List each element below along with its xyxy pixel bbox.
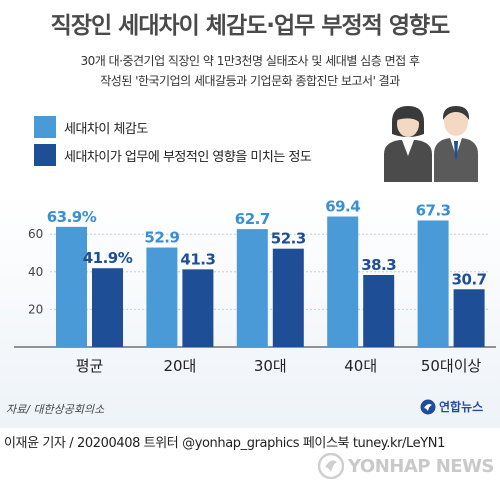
legend-item-series-1: 세대차이 체감도 — [34, 116, 148, 138]
watermark: YONHAP NEWS — [318, 453, 494, 479]
bar-series-2-2 — [272, 248, 304, 347]
yonhap-watermark-icon — [318, 453, 344, 479]
bar-series-2-0 — [92, 268, 123, 347]
data-label-series-2-0: 41.9% — [83, 249, 133, 267]
chart-title: 직장인 세대차이 체감도·업무 부정적 영향도 — [50, 13, 451, 39]
credit-line: 이재윤 기자 / 20200408 트위터 @yonhap_graphics 페… — [4, 436, 445, 451]
category-label-0: 평균 — [76, 357, 104, 375]
data-label-series-1-4: 67.3 — [416, 201, 451, 219]
bar-series-2-1 — [182, 269, 214, 347]
bar-series-1-2 — [236, 229, 268, 347]
category-label-1: 20대 — [163, 357, 196, 375]
source-note: 자료/ 대한상공회의소 — [6, 403, 105, 416]
bar-series-1-4 — [417, 220, 449, 347]
legend-label-series-2: 세대차이가 업무에 부정적인 영향을 미치는 정도 — [64, 149, 312, 165]
bar-series-2-3 — [363, 274, 395, 347]
y-tick-label: 20 — [28, 302, 43, 316]
legend-item-series-2: 세대차이가 업무에 부정적인 영향을 미치는 정도 — [34, 144, 312, 166]
y-tick-label: 60 — [28, 227, 43, 241]
bar-series-1-3 — [327, 216, 359, 347]
bar-series-1-0 — [56, 226, 87, 347]
data-label-series-2-3: 38.3 — [361, 256, 396, 274]
data-label-series-1-1: 52.9 — [144, 229, 179, 247]
chart-bars — [56, 216, 485, 347]
yonhap-logo: 연합뉴스 — [420, 398, 483, 415]
office-workers-icon — [384, 106, 478, 182]
legend-label-series-1: 세대차이 체감도 — [64, 121, 148, 137]
data-label-series-2-4: 30.7 — [452, 270, 487, 288]
data-label-series-1-2: 62.7 — [235, 210, 270, 228]
data-label-series-2-2: 52.3 — [271, 230, 306, 248]
legend-swatch-series-1 — [34, 116, 56, 138]
data-label-series-1-3: 69.4 — [325, 198, 360, 216]
logo-text: 연합뉴스 — [439, 400, 484, 414]
chart-subtitle-line-2: 작성된 '한국기업의 세대갈등과 기업문화 종합진단 보고서' 결과 — [100, 74, 400, 88]
category-label-4: 50대이상 — [421, 357, 482, 375]
chart-x-axis: 평균 20대 30대 40대 50대이상 — [76, 357, 482, 375]
category-label-2: 30대 — [254, 357, 287, 375]
bar-chart: 20 40 60 63.9% 41.9% 52.941.3 62.752.3 69.4 38.… — [14, 198, 496, 375]
yonhap-logo-icon — [420, 399, 436, 414]
category-label-3: 40대 — [344, 357, 377, 375]
chart-data-labels: 63.9% 41.9% 52.941.3 62.752.3 69.4 38.3 67.3 30… — [47, 198, 487, 289]
data-label-series-1-0: 63.9% — [47, 208, 97, 226]
y-tick-label: 40 — [28, 265, 43, 279]
bar-series-1-1 — [146, 247, 178, 347]
infographic-card: 직장인 세대차이 체감도·업무 부정적 영향도 30개 대·중견기업 직장인 약… — [0, 0, 500, 428]
watermark-text: YONHAP NEWS — [348, 455, 494, 477]
legend-swatch-series-2 — [34, 144, 56, 166]
chart-gridlines — [50, 233, 490, 310]
bar-series-2-4 — [453, 289, 485, 347]
data-label-series-2-1: 41.3 — [180, 250, 215, 268]
chart-subtitle-line-1: 30개 대·중견기업 직장인 약 1만3천명 실태조사 및 세대별 심층 면접 … — [80, 54, 420, 68]
